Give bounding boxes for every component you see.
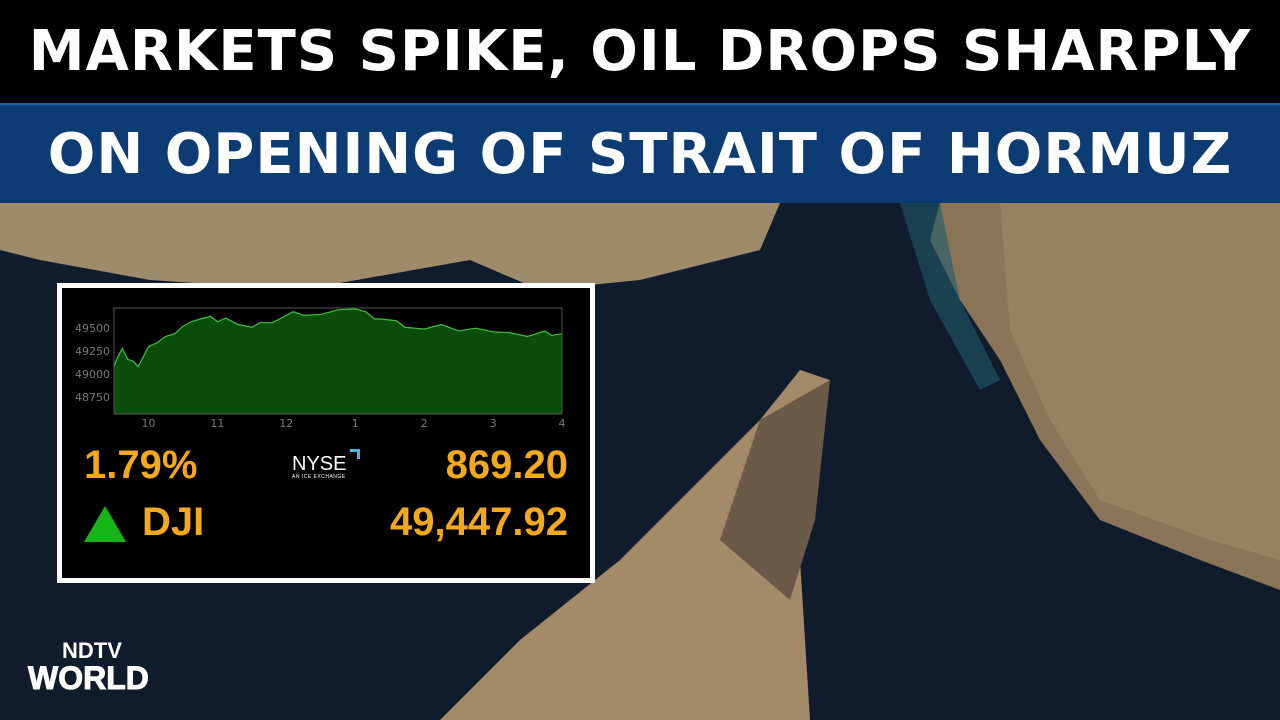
headline-line-2: ON OPENING OF STRAIT OF HORMUZ xyxy=(0,103,1280,203)
index-value: 49,447.92 xyxy=(390,500,568,544)
y-tick-label: 49250 xyxy=(75,345,110,358)
x-tick-label: 12 xyxy=(279,417,293,428)
price: 869.20 xyxy=(445,443,568,487)
exchange-name: NYSE xyxy=(292,453,347,475)
exchange-tagline: AN ICE EXCHANGE xyxy=(292,474,346,480)
y-tick-label: 49000 xyxy=(75,368,110,381)
y-tick-label: 49500 xyxy=(75,322,110,335)
index-symbol: DJI xyxy=(142,500,205,544)
series-line xyxy=(113,308,563,368)
nyse-logo: NYSE AN ICE EXCHANGE xyxy=(292,449,360,480)
x-tick-label: 11 xyxy=(210,417,224,428)
ndtv-world-logo: NDTV WORLD xyxy=(28,638,150,696)
y-tick-label: 48750 xyxy=(75,391,110,404)
up-arrow-icon xyxy=(84,506,126,542)
area-fill xyxy=(114,308,562,414)
plot-frame xyxy=(113,307,563,415)
headline-line-1: MARKETS SPIKE, OIL DROPS SHARPLY xyxy=(0,0,1280,103)
x-tick-label: 3 xyxy=(490,417,497,428)
x-tick-label: 1 xyxy=(352,417,359,428)
x-tick-label: 4 xyxy=(559,417,566,428)
change-percent: 1.79% xyxy=(84,443,198,487)
x-tick-label: 10 xyxy=(141,417,155,428)
market-ticker-panel: 48750 49000 49250 49500 10 11 12 1 2 3 4 1.79% NYS… xyxy=(57,283,595,583)
x-tick-label: 2 xyxy=(421,417,428,428)
